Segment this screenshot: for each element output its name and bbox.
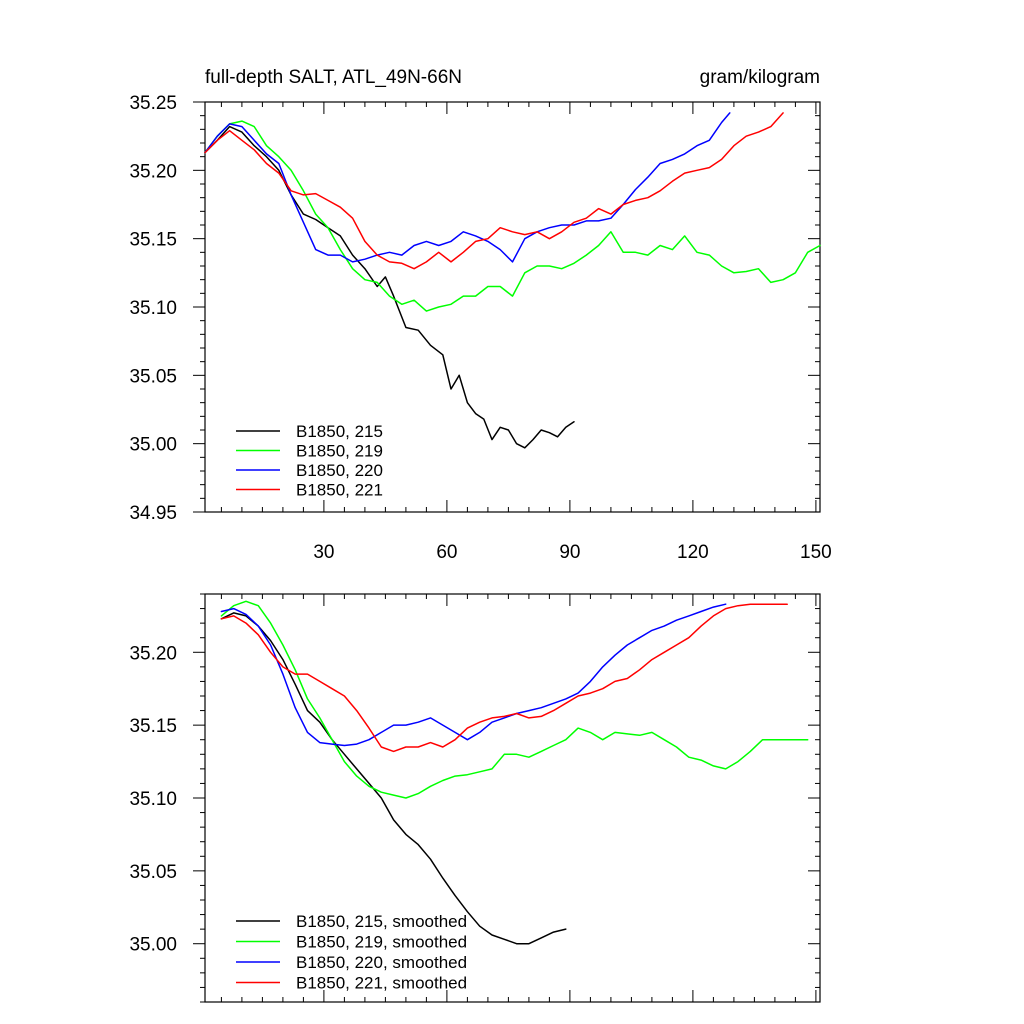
axis-ticks (193, 593, 820, 1003)
y-tick-label: 35.00 (129, 435, 177, 456)
series-lines (220, 600, 809, 945)
legend-label: B1850, 220, smoothed (296, 953, 467, 972)
y-tick-label: 35.15 (129, 716, 177, 737)
series-line-0 (204, 125, 575, 449)
legend-label: B1850, 221, smoothed (296, 974, 467, 993)
units-label: gram/kilogram (700, 67, 820, 88)
axis-ticks (193, 101, 820, 513)
y-tick-label: 35.20 (129, 161, 177, 182)
x-tick-label: 30 (313, 542, 334, 563)
y-tick-label: 35.10 (129, 298, 177, 319)
legend-label: B1850, 219 (296, 442, 383, 461)
legend-label: B1850, 215 (296, 422, 383, 441)
y-tick-label: 35.20 (129, 643, 177, 664)
legend-label: B1850, 219, smoothed (296, 933, 467, 952)
y-tick-label: 34.95 (129, 503, 177, 524)
legend-label: B1850, 220 (296, 461, 383, 480)
legend: B1850, 215, smoothed B1850, 219, smoothed… (236, 912, 467, 993)
y-tick-label: 35.05 (129, 366, 177, 387)
x-tick-label: 150 (800, 542, 832, 563)
series-lines (204, 112, 821, 449)
y-tick-label: 35.00 (129, 935, 177, 956)
y-tick-label: 35.05 (129, 862, 177, 883)
x-tick-labels: 30 60 90 120 150 (313, 542, 831, 563)
legend-label: B1850, 221 (296, 481, 383, 500)
series-line-0 (220, 612, 567, 945)
series-line-3 (204, 112, 784, 270)
y-tick-label: 35.15 (129, 230, 177, 251)
series-line-3 (220, 603, 788, 753)
bottom-panel: 35.00 35.05 35.10 35.15 35.20 B1850, 215, sm… (129, 593, 821, 1003)
series-line-2 (220, 603, 727, 747)
x-tick-label: 90 (559, 542, 580, 563)
series-line-2 (204, 112, 731, 263)
legend-label: B1850, 215, smoothed (296, 912, 467, 931)
panel-title: full-depth SALT, ATL_49N-66N (205, 67, 462, 88)
y-tick-label: 35.10 (129, 789, 177, 810)
y-tick-labels: 34.95 35.00 35.05 35.10 35.15 35.20 35.25 (129, 93, 177, 524)
y-tick-labels: 35.00 35.05 35.10 35.15 35.20 (129, 643, 177, 955)
top-panel: full-depth SALT, ATL_49N-66N gram/kilogr… (129, 67, 831, 563)
series-line-1 (220, 600, 809, 799)
x-tick-label: 120 (677, 542, 709, 563)
x-tick-label: 60 (436, 542, 457, 563)
series-line-1 (204, 120, 821, 312)
y-tick-label: 35.25 (129, 93, 177, 114)
